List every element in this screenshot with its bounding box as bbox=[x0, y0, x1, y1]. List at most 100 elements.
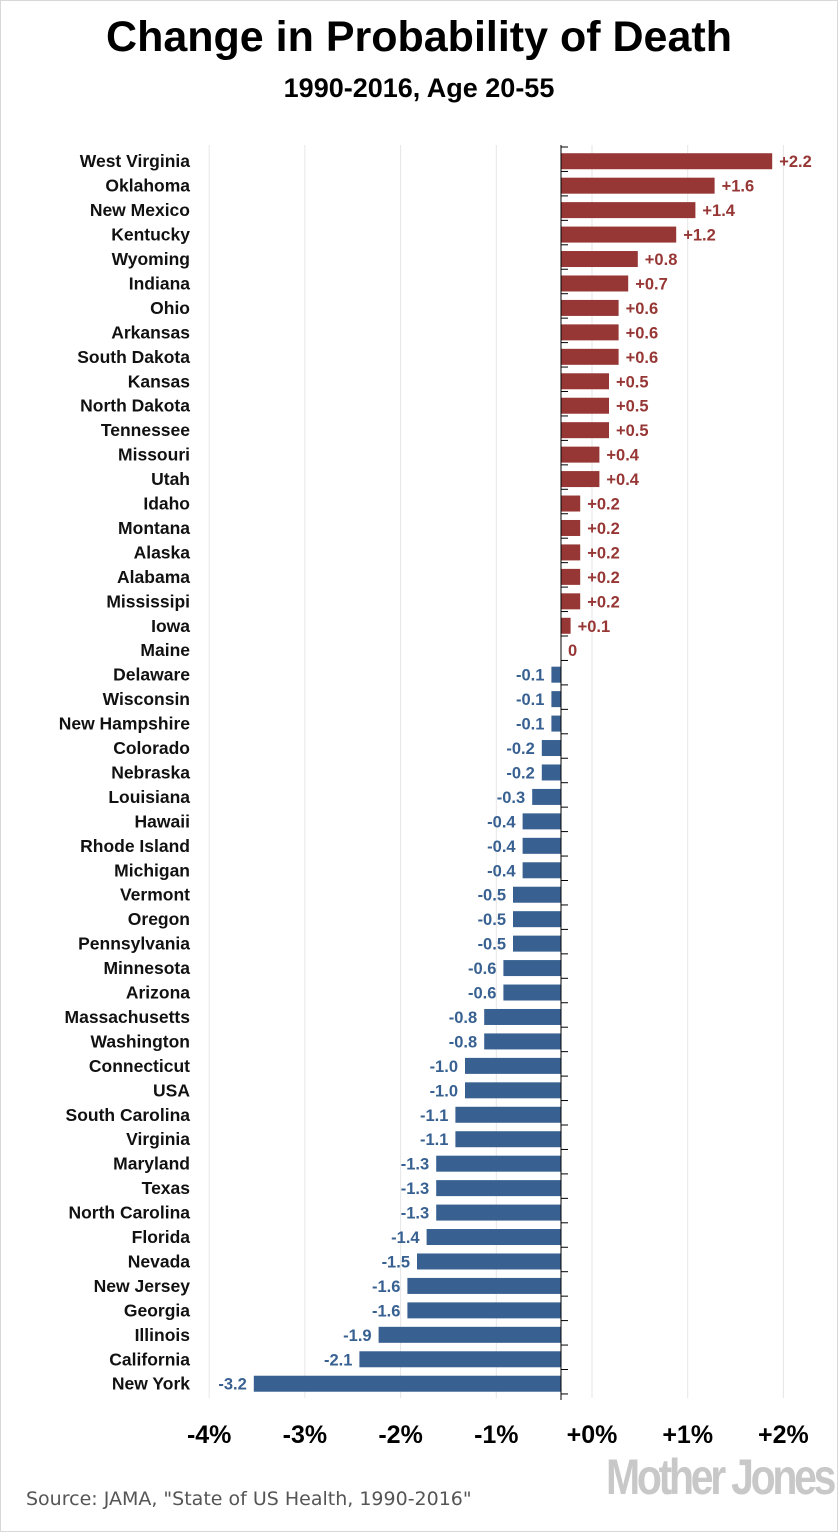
category-label: Kentucky bbox=[111, 225, 190, 245]
category-label: South Carolina bbox=[66, 1105, 191, 1125]
category-label: Massachusetts bbox=[65, 1007, 191, 1027]
category-label: Ohio bbox=[150, 298, 190, 318]
data-label: -0.8 bbox=[449, 1009, 477, 1027]
bar bbox=[465, 1057, 561, 1074]
data-label: +0.2 bbox=[587, 569, 620, 587]
category-label: Maine bbox=[140, 640, 190, 660]
data-label: -0.5 bbox=[478, 911, 506, 929]
x-tick-label: -3% bbox=[283, 1421, 327, 1449]
bar bbox=[541, 740, 561, 757]
bar bbox=[541, 764, 561, 781]
bar bbox=[561, 422, 609, 439]
bar bbox=[407, 1277, 561, 1294]
x-tick-label: -2% bbox=[378, 1421, 422, 1449]
bar bbox=[513, 911, 561, 928]
chart-subtitle: 1990-2016, Age 20-55 bbox=[283, 73, 555, 103]
data-label: -0.2 bbox=[506, 740, 534, 758]
data-label: +0.2 bbox=[587, 496, 620, 514]
category-label: Montana bbox=[118, 518, 190, 538]
data-label: +0.4 bbox=[606, 471, 639, 489]
bar bbox=[561, 471, 600, 488]
bar bbox=[561, 324, 619, 341]
category-label: New Jersey bbox=[94, 1276, 191, 1296]
bar bbox=[551, 666, 561, 683]
category-label: Nebraska bbox=[111, 762, 190, 782]
data-label: -1.4 bbox=[391, 1229, 420, 1247]
bar bbox=[359, 1351, 561, 1368]
bar bbox=[436, 1180, 561, 1197]
category-label: Nevada bbox=[128, 1251, 191, 1271]
data-label: -1.3 bbox=[401, 1156, 429, 1174]
data-label: -1.6 bbox=[372, 1278, 400, 1296]
bar bbox=[436, 1155, 561, 1172]
bar bbox=[561, 495, 581, 512]
data-label: -1.9 bbox=[343, 1327, 371, 1345]
category-label: Louisiana bbox=[108, 787, 190, 807]
category-label: Michigan bbox=[114, 860, 190, 880]
bar bbox=[253, 1375, 562, 1392]
category-label: New Hampshire bbox=[59, 714, 191, 734]
category-label: Colorado bbox=[113, 738, 190, 758]
bar bbox=[407, 1302, 561, 1319]
data-label: -1.5 bbox=[382, 1253, 410, 1271]
data-label: +0.5 bbox=[616, 398, 649, 416]
category-label: Virginia bbox=[126, 1129, 190, 1149]
category-label: Vermont bbox=[120, 885, 190, 905]
category-label: Wisconsin bbox=[103, 689, 190, 709]
data-label: +1.2 bbox=[683, 227, 716, 245]
source-note: Source: JAMA, "State of US Health, 1990-… bbox=[26, 1488, 472, 1510]
bar bbox=[513, 886, 561, 903]
data-label: +0.4 bbox=[606, 447, 639, 465]
bar bbox=[561, 568, 581, 585]
bar bbox=[561, 177, 715, 194]
category-label: Indiana bbox=[129, 273, 191, 293]
category-label: North Carolina bbox=[68, 1203, 190, 1223]
bar bbox=[436, 1204, 561, 1221]
data-label: -0.4 bbox=[487, 862, 516, 880]
data-label: -0.4 bbox=[487, 813, 516, 831]
bar bbox=[465, 1082, 561, 1099]
bar bbox=[561, 593, 581, 610]
bar bbox=[426, 1229, 561, 1246]
data-label: +0.6 bbox=[626, 349, 659, 367]
bar bbox=[532, 788, 561, 805]
category-label: California bbox=[109, 1349, 190, 1369]
bar bbox=[561, 397, 609, 414]
data-label: -1.0 bbox=[430, 1082, 458, 1100]
bar bbox=[522, 813, 561, 830]
bar bbox=[522, 837, 561, 854]
category-label: Oklahoma bbox=[105, 176, 190, 196]
category-label: Hawaii bbox=[135, 811, 190, 831]
bar bbox=[561, 226, 677, 243]
mother-jones-logo: Mother Jones bbox=[606, 1449, 836, 1505]
category-label: Missouri bbox=[118, 445, 190, 465]
data-label: +0.2 bbox=[587, 593, 620, 611]
category-label: Connecticut bbox=[89, 1056, 190, 1076]
bar bbox=[484, 1008, 561, 1025]
bar bbox=[561, 519, 581, 536]
bar bbox=[551, 715, 561, 732]
category-label: Mississipi bbox=[106, 591, 190, 611]
data-label: -0.8 bbox=[449, 1033, 477, 1051]
bar bbox=[561, 617, 571, 634]
category-label: South Dakota bbox=[77, 347, 190, 367]
category-label: Kansas bbox=[128, 371, 191, 391]
bar bbox=[522, 862, 561, 879]
category-label: Illinois bbox=[135, 1325, 191, 1345]
bar-chart: -4% -3% -2% -1% +0% +1% +2% West Virginia +2.2 Ok… bbox=[59, 145, 812, 1449]
category-label: North Dakota bbox=[80, 396, 190, 416]
data-label: +0.7 bbox=[635, 275, 668, 293]
x-tick-label: +0% bbox=[567, 1421, 618, 1449]
bar bbox=[417, 1253, 561, 1270]
bar bbox=[561, 153, 773, 170]
bar bbox=[484, 1033, 561, 1050]
category-label: Florida bbox=[132, 1227, 191, 1247]
data-label: -3.2 bbox=[218, 1376, 246, 1394]
data-label: -0.6 bbox=[468, 985, 496, 1003]
category-label: Minnesota bbox=[103, 958, 190, 978]
chart-title: Change in Probability of Death bbox=[106, 13, 732, 61]
data-label: +1.4 bbox=[702, 202, 735, 220]
bar bbox=[561, 373, 609, 390]
data-label: +0.6 bbox=[626, 324, 659, 342]
data-label: -0.2 bbox=[506, 764, 534, 782]
